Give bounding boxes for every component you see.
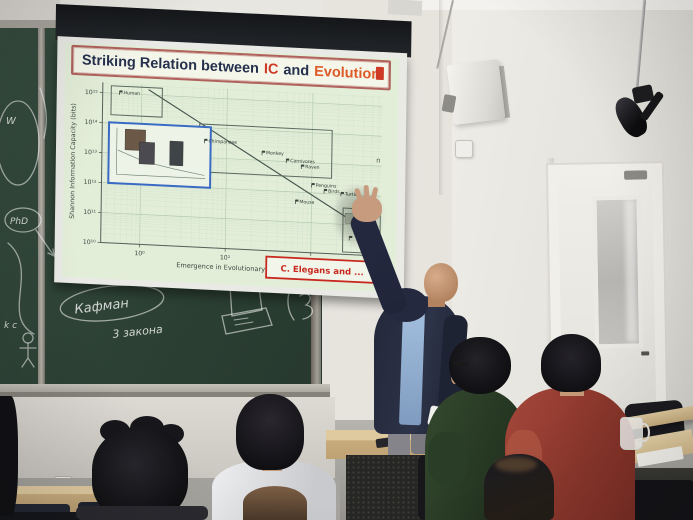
svg-text:Mouse: Mouse xyxy=(299,199,314,206)
chalk-laptop-keys xyxy=(233,317,254,326)
chalk-text-phd: PhD xyxy=(10,217,28,227)
svg-text:10¹¹: 10¹¹ xyxy=(83,209,96,217)
slide: Striking Relation between IC and Evoluti… xyxy=(62,42,400,293)
slide-title-text: Striking Relation between xyxy=(81,52,260,77)
svg-text:10¹⁴: 10¹⁴ xyxy=(84,119,97,127)
chart-area: 10¹⁰10¹¹10¹²10¹³10¹⁴10¹⁵10⁰10¹10²Emergen… xyxy=(64,77,394,291)
svg-text:C. Elegans and ...: C. Elegans and ... xyxy=(280,264,363,278)
slide-title-ic: IC xyxy=(263,61,279,78)
svg-text:Chimpanzee: Chimpanzee xyxy=(208,138,237,145)
svg-text:Shannon Information Capacity (: Shannon Information Capacity (bits) xyxy=(68,103,78,219)
presenter-shirt xyxy=(398,308,426,426)
svg-text:Birds: Birds xyxy=(328,189,340,196)
chalk-tray xyxy=(0,384,330,393)
student-head-far-left xyxy=(0,396,18,516)
chalk-letter-w: W xyxy=(6,116,17,127)
slide-logo-icon xyxy=(375,66,384,81)
light-switch xyxy=(455,140,473,158)
screen-casing xyxy=(387,0,423,16)
slide-title-and: and xyxy=(283,62,310,80)
chalk-arrow xyxy=(35,229,55,257)
slide-title-evolution: Evolution xyxy=(314,63,381,83)
chalk-s-curve xyxy=(7,242,35,335)
chalk-circled-name: Кафман xyxy=(74,296,131,318)
svg-text:10¹⁵: 10¹⁵ xyxy=(85,89,98,97)
chalk-name-circle xyxy=(59,284,165,322)
projector-screen: Striking Relation between IC and Evoluti… xyxy=(52,4,412,306)
door-closer xyxy=(624,170,648,180)
chalk-stickfigure-head xyxy=(22,332,34,344)
chalk-note-line: 3 закона xyxy=(112,323,164,341)
student1-shoulders xyxy=(76,506,208,520)
water-jug-handle xyxy=(638,423,650,442)
svg-text:Turtle: Turtle xyxy=(344,192,358,199)
presenter-finger-2 xyxy=(363,184,370,200)
svg-text:Monkey: Monkey xyxy=(266,150,284,157)
ceiling-strip xyxy=(412,0,693,10)
svg-text:Carnivores: Carnivores xyxy=(290,158,315,165)
chalk-circle-left xyxy=(0,100,40,186)
chalk-tray-lip xyxy=(0,392,330,397)
svg-text:10¹⁰: 10¹⁰ xyxy=(83,239,96,247)
chalkboard-rail-right xyxy=(311,250,321,398)
student-brown-hair-head xyxy=(243,486,307,520)
wall-speaker xyxy=(446,59,506,125)
chalk-circle-phd xyxy=(4,207,42,233)
svg-text:n: n xyxy=(376,157,381,165)
svg-text:Raven: Raven xyxy=(305,164,320,171)
svg-text:Penguins: Penguins xyxy=(316,183,337,190)
screen-surface: Striking Relation between IC and Evoluti… xyxy=(54,36,408,300)
student1-head xyxy=(92,427,188,520)
chalk-letters-kc: k c xyxy=(4,321,17,331)
chalk-laptop-base xyxy=(221,307,273,335)
chalk-curve-1 xyxy=(39,87,47,139)
front-student-hair-sheen xyxy=(495,457,537,472)
student2-head xyxy=(236,394,304,470)
wall-corner-shadow xyxy=(439,0,444,195)
svg-text:10⁰: 10⁰ xyxy=(134,250,145,258)
red-student-head xyxy=(541,334,601,392)
chart: 10¹⁰10¹¹10¹²10¹³10¹⁴10¹⁵10⁰10¹10²Emergen… xyxy=(68,82,383,285)
presenter-head xyxy=(424,263,458,302)
chalk-stickfigure-body xyxy=(19,342,37,368)
svg-text:10¹: 10¹ xyxy=(220,254,231,262)
svg-text:10¹²: 10¹² xyxy=(84,179,97,187)
svg-text:10¹³: 10¹³ xyxy=(84,149,97,157)
chalkboard-rail-left xyxy=(38,28,45,398)
green-student-arm xyxy=(428,432,468,484)
green-student-head xyxy=(449,337,511,394)
svg-text:Human: Human xyxy=(123,90,140,97)
door-lock xyxy=(641,351,650,356)
chalk-drawings: W PhD k c Кафман 3 закона xyxy=(0,87,314,368)
